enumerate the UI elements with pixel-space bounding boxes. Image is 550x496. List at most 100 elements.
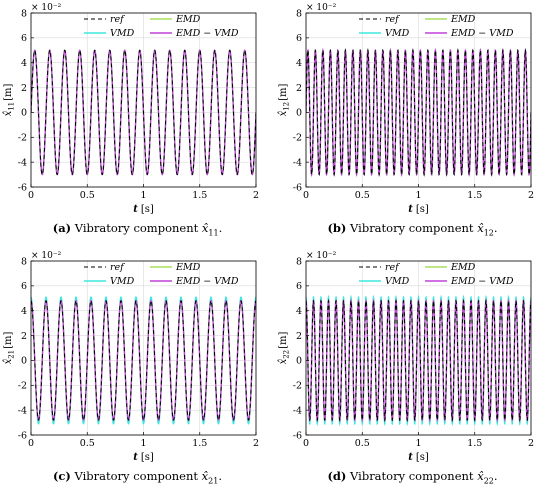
chart-c-ytick-label-5: 4 <box>21 306 27 317</box>
chart-a-series-group <box>31 49 256 176</box>
chart-c-caption-tag: (c) <box>52 469 71 483</box>
chart-a-xtick-label-3: 1.5 <box>192 190 207 201</box>
chart-b-ytick-label-7: 8 <box>296 8 302 19</box>
chart-d-legend-label-2: VMD <box>385 276 410 287</box>
chart-d-ytick-label-1: -4 <box>293 405 302 416</box>
chart-c-ytick-label-2: -2 <box>18 381 27 392</box>
chart-d-ytick-label-5: 4 <box>296 306 302 317</box>
chart-a-caption-tag: (a) <box>52 221 72 235</box>
chart-b-ytick-label-1: -4 <box>293 157 302 168</box>
chart-a-legend: ref EMD VMD EMD − VMD <box>84 14 239 39</box>
chart-c-ytick-label-4: 2 <box>21 331 27 342</box>
chart-a-xtick-label-1: 0.5 <box>80 190 95 201</box>
chart-c-plot: 0 0.5 1 1.5 2 -6 -4 -2 0 2 4 6 8 × 10⁻² t [s] x̂21 [m] ref… <box>3 251 259 463</box>
chart-c-ylabel: x̂21 [m] <box>3 331 16 364</box>
chart-d-series-group <box>306 294 531 427</box>
chart-b-ticks: 0 0.5 1 1.5 2 -6 -4 -2 0 2 4 6 8 <box>293 8 534 201</box>
chart-b-ytick-label-0: -6 <box>293 182 302 193</box>
chart-b-caption-tag: (b) <box>327 221 347 235</box>
chart-d-xtick-label-3: 1.5 <box>467 438 482 449</box>
chart-d-ytick-label-0: -6 <box>293 430 302 441</box>
chart-b-ytick-label-3: 0 <box>296 108 302 119</box>
chart-a-xlabel-unit: [s] <box>141 204 154 215</box>
chart-d-ytick-label-3: 0 <box>296 356 302 367</box>
chart-d-caption-subscript: 22 <box>483 476 494 486</box>
chart-d-legend: ref EMD VMD EMD − VMD <box>359 262 514 287</box>
chart-c-ytick-label-3: 0 <box>21 356 27 367</box>
chart-d-xlabel-unit: [s] <box>416 452 429 463</box>
chart-a-legend-label-3: EMD − VMD <box>175 28 239 39</box>
chart-c-xtick-label-4: 2 <box>253 438 259 449</box>
chart-c-ytick-label-6: 6 <box>21 281 27 292</box>
chart-d-caption-suffix: . <box>493 469 498 483</box>
chart-a-xtick-label-4: 2 <box>253 190 259 201</box>
chart-a-ytick-label-2: -2 <box>18 133 27 144</box>
chart-c-legend-label-2: VMD <box>110 276 135 287</box>
chart-b-caption: (b) Vibratory component x̂12. <box>275 221 550 237</box>
chart-c-caption: (c) Vibratory component x̂21. <box>0 469 275 485</box>
chart-c-xtick-label-0: 0 <box>28 438 34 449</box>
chart-c-series-group <box>31 296 256 425</box>
chart-c-ylabel-symbol: x̂ <box>3 358 14 364</box>
chart-d-ylabel-unit: [m] <box>278 331 289 348</box>
chart-d-xtick-label-1: 0.5 <box>355 438 370 449</box>
chart-b-caption-symbol: x̂ <box>477 221 484 235</box>
chart-panel-c: 0 0.5 1 1.5 2 -6 -4 -2 0 2 4 6 8 × 10⁻² t [s] x̂21[m] ref… <box>0 248 275 496</box>
chart-a-caption-text: Vibratory component <box>74 221 199 235</box>
chart-b-legend-label-2: VMD <box>385 28 410 39</box>
chart-d-xlabel-symbol: t <box>408 452 413 463</box>
chart-a-legend-label-1: EMD <box>175 14 201 25</box>
chart-d-ytick-label-4: 2 <box>296 331 302 342</box>
chart-d-xtick-label-2: 1 <box>415 438 421 449</box>
chart-b-ylabel-unit: [m] <box>278 83 289 100</box>
chart-d-caption-symbol: x̂ <box>477 469 484 483</box>
chart-panel-d: 0 0.5 1 1.5 2 -6 -4 -2 0 2 4 6 8 × 10⁻² t [s] x̂22[m] ref… <box>275 248 550 496</box>
chart-b-ytick-label-5: 4 <box>296 58 302 69</box>
chart-b-ytick-label-2: -2 <box>293 133 302 144</box>
chart-d-ytick-label-2: -2 <box>293 381 302 392</box>
chart-d-xtick-label-4: 2 <box>528 438 534 449</box>
chart-d-legend-label-1: EMD <box>450 262 476 273</box>
chart-b-caption-text: Vibratory component <box>350 221 474 235</box>
chart-b-legend-label-3: EMD − VMD <box>450 28 514 39</box>
chart-a-ylabel: x̂11 [m] <box>3 83 16 116</box>
chart-b-series-0 <box>306 48 531 177</box>
chart-d-series-2 <box>306 294 531 427</box>
chart-a-ytick-label-1: -4 <box>18 157 27 168</box>
chart-c-series-2 <box>31 296 256 425</box>
chart-c-ytick-label-7: 8 <box>21 256 27 267</box>
chart-c-legend: ref EMD VMD EMD − VMD <box>84 262 239 287</box>
chart-c-ylabel-unit: [m] <box>3 331 14 348</box>
chart-a-caption-subscript: 11 <box>208 228 219 238</box>
chart-b-ylabel-symbol: x̂ <box>278 110 289 116</box>
chart-b-ytick-label-4: 2 <box>296 83 302 94</box>
chart-b-ylabel: x̂12 [m] <box>278 83 291 116</box>
chart-a-legend-label-2: VMD <box>110 28 135 39</box>
chart-c-caption-suffix: . <box>218 469 223 483</box>
chart-b-caption-subscript: 12 <box>483 228 494 238</box>
chart-c-legend-label-1: EMD <box>175 262 201 273</box>
chart-c-caption-symbol: x̂ <box>201 469 209 483</box>
chart-a-xlabel: t [s] <box>133 204 154 215</box>
chart-c-xtick-label-2: 1 <box>140 438 146 449</box>
chart-d-caption-tag: (d) <box>327 469 347 483</box>
chart-a-xlabel-symbol: t <box>133 204 138 215</box>
chart-d-ytick-label-7: 8 <box>296 256 302 267</box>
chart-a-y-exponent: × 10⁻² <box>31 3 62 13</box>
chart-a-xtick-label-0: 0 <box>28 190 34 201</box>
chart-c-series-0 <box>31 300 256 421</box>
chart-b-legend-label-0: ref <box>385 14 400 25</box>
chart-a-ytick-label-4: 2 <box>21 83 27 94</box>
chart-c-ylabel-subscript: 21 <box>8 350 16 359</box>
chart-c-y-exponent: × 10⁻² <box>31 251 62 261</box>
chart-d-caption-text: Vibratory component <box>350 469 474 483</box>
chart-c-xlabel-unit: [s] <box>141 452 154 463</box>
chart-a-ylabel-symbol: x̂ <box>3 110 14 116</box>
chart-d-y-exponent: × 10⁻² <box>306 251 337 261</box>
chart-a-caption: (a) Vibratory component x̂11. <box>0 221 275 237</box>
chart-c-xlabel-symbol: t <box>133 452 138 463</box>
chart-b-xlabel-unit: [s] <box>416 204 429 215</box>
chart-a-caption-symbol: x̂ <box>201 221 209 235</box>
chart-d-caption: (d) Vibratory component x̂22. <box>275 469 550 485</box>
chart-a-ytick-label-6: 6 <box>21 33 27 44</box>
